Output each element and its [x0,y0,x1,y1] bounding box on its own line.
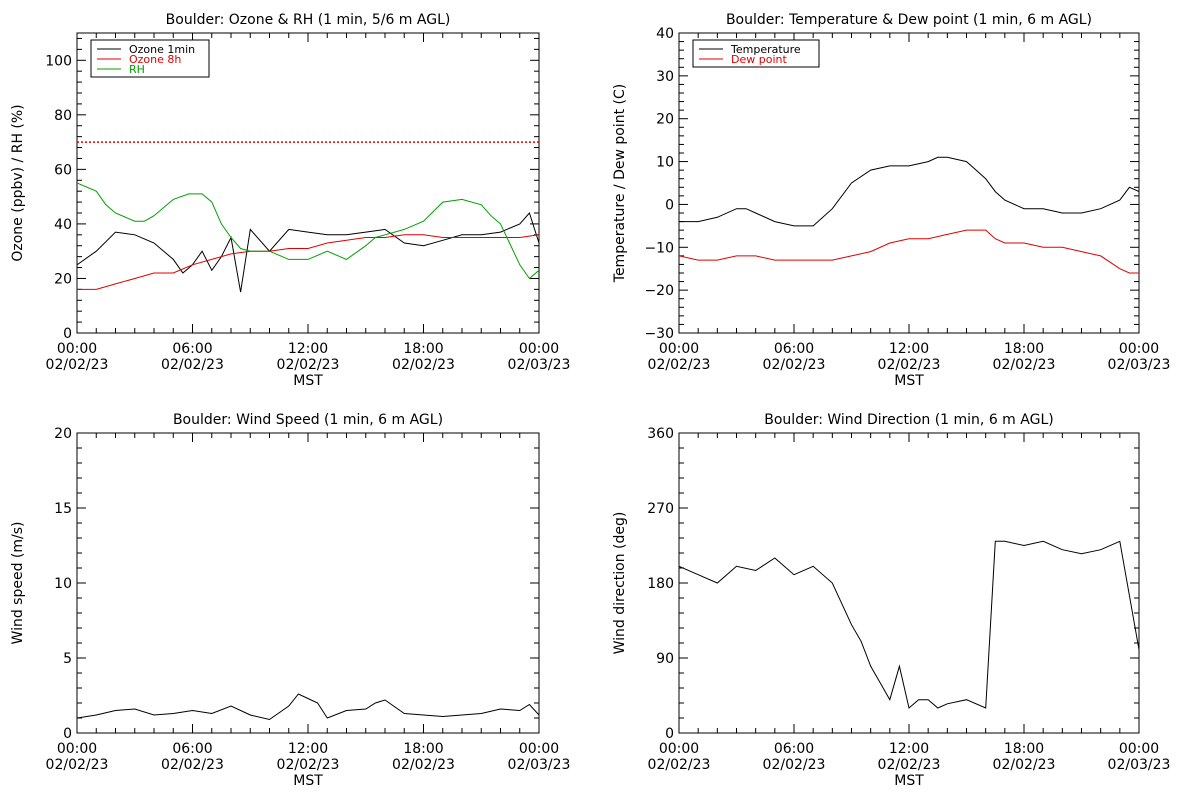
x-tick-date-label: 02/02/23 [277,357,340,373]
legend-box [692,39,820,68]
x-tick-time-label: 00:00 [519,341,559,357]
series-line-temperature [679,156,1139,227]
legend-label: RH [129,63,145,76]
x-tick-time-label: 00:00 [57,741,97,757]
y-tick-label: 80 [54,108,72,124]
x-tick-date-label: 02/02/23 [763,357,826,373]
x-tick-date-label: 02/02/23 [648,757,711,773]
x-tick-date-label: 02/02/23 [648,357,711,373]
y-tick-label: −30 [644,326,674,342]
x-tick-time-label: 06:00 [774,741,814,757]
panel-wind-speed: Boulder: Wind Speed (1 min, 6 m AGL) 0 5 10… [10,412,570,789]
x-tick-date-label: 02/02/23 [161,757,224,773]
x-tick-date-label: 02/02/23 [46,757,109,773]
x-tick-date-label: 02/02/23 [392,757,455,773]
x-tick-date-label: 02/02/23 [161,357,224,373]
y-tick-label: 0 [665,197,674,213]
y-tick-label: 20 [656,112,674,128]
y-tick-label: 360 [647,426,674,442]
y-tick-label: 180 [647,576,674,592]
y-tick-label: 0 [63,726,72,742]
x-tick-date-label: 02/02/23 [46,357,109,373]
y-tick-label: 5 [63,651,72,667]
y-tick-label: 10 [54,576,72,592]
x-axis-label: MST [293,373,323,389]
x-tick-time-label: 12:00 [288,741,328,757]
y-tick-label: 15 [54,501,72,517]
series-line-dew-point [679,229,1139,274]
plot-frame [76,32,540,334]
y-tick-label: 60 [54,162,72,178]
y-tick-label: 0 [63,326,72,342]
x-tick-date-label: 02/03/23 [508,357,571,373]
x-tick-date-label: 02/03/23 [1108,757,1171,773]
x-tick-date-label: 02/02/23 [878,757,941,773]
y-axis-label: Wind speed (m/s) [10,522,26,645]
x-tick-time-label: 06:00 [172,741,212,757]
x-tick-date-label: 02/03/23 [508,757,571,773]
y-tick-label: 40 [656,26,674,42]
y-tick-label: 20 [54,426,72,442]
series-line-1 [77,693,539,721]
x-tick-time-label: 00:00 [1119,741,1159,757]
legend-label: Temperature [730,43,801,56]
y-axis-label: Ozone (ppbv) / RH (%) [10,104,26,261]
x-tick-time-label: 18:00 [1004,341,1044,357]
x-tick-time-label: 12:00 [288,341,328,357]
chart-title: Boulder: Temperature & Dew point (1 min,… [726,12,1092,28]
y-axis-label: Temperature / Dew point (C) [612,84,628,283]
y-tick-label: 90 [656,651,674,667]
series-line-ozone-8h [77,234,539,290]
x-tick-date-label: 02/02/23 [277,757,340,773]
x-tick-date-label: 02/02/23 [392,357,455,373]
x-tick-time-label: 00:00 [519,741,559,757]
series-line-rh [77,182,539,280]
plot-frame [76,432,540,734]
x-tick-time-label: 18:00 [403,741,443,757]
plot-frame [678,432,1140,734]
x-tick-time-label: 06:00 [774,341,814,357]
x-tick-date-label: 02/02/23 [763,757,826,773]
x-axis-label: MST [894,373,924,389]
x-tick-time-label: 12:00 [889,341,929,357]
y-tick-label: −10 [644,240,674,256]
series-line-ozone-1min [77,212,539,293]
y-axis-label: Wind direction (deg) [612,512,628,655]
x-tick-date-label: 02/03/23 [1108,357,1171,373]
panel-temperature: Boulder: Temperature & Dew point (1 min,… [612,12,1170,389]
panel-ozone: Boulder: Ozone & RH (1 min, 5/6 m AGL)02… [10,12,570,389]
x-tick-time-label: 18:00 [403,341,443,357]
x-tick-date-label: 02/02/23 [878,357,941,373]
y-tick-label: 30 [656,69,674,85]
x-tick-time-label: 06:00 [172,341,212,357]
x-axis-label: MST [894,773,924,789]
x-tick-time-label: 00:00 [57,341,97,357]
y-tick-label: 10 [656,155,674,171]
x-tick-date-label: 02/02/23 [993,757,1056,773]
panel-wind-direction: Boulder: Wind Direction (1 min, 6 m AGL)… [612,412,1170,789]
chart-title: Boulder: Ozone & RH (1 min, 5/6 m AGL) [166,12,451,28]
x-tick-date-label: 02/02/23 [993,357,1056,373]
y-tick-label: 100 [45,53,72,69]
y-tick-label: 270 [647,501,674,517]
y-tick-label: 20 [54,271,72,287]
y-tick-label: 0 [665,726,674,742]
y-tick-label: 40 [54,217,72,233]
legend-label: Ozone 1min [129,43,195,56]
x-tick-time-label: 18:00 [1004,741,1044,757]
plot-frame [678,32,1140,334]
series-line-1 [679,540,1139,709]
x-tick-time-label: 00:00 [659,341,699,357]
x-tick-time-label: 00:00 [1119,341,1159,357]
legend-label: Dew point [731,53,787,66]
chart-title: Boulder: Wind Direction (1 min, 6 m AGL) [764,412,1053,428]
legend-label: Ozone 8h [129,53,181,66]
x-axis-label: MST [293,773,323,789]
x-tick-time-label: 00:00 [659,741,699,757]
y-tick-label: −20 [644,283,674,299]
x-tick-time-label: 12:00 [889,741,929,757]
chart-title: Boulder: Wind Speed (1 min, 6 m AGL) [173,412,443,428]
